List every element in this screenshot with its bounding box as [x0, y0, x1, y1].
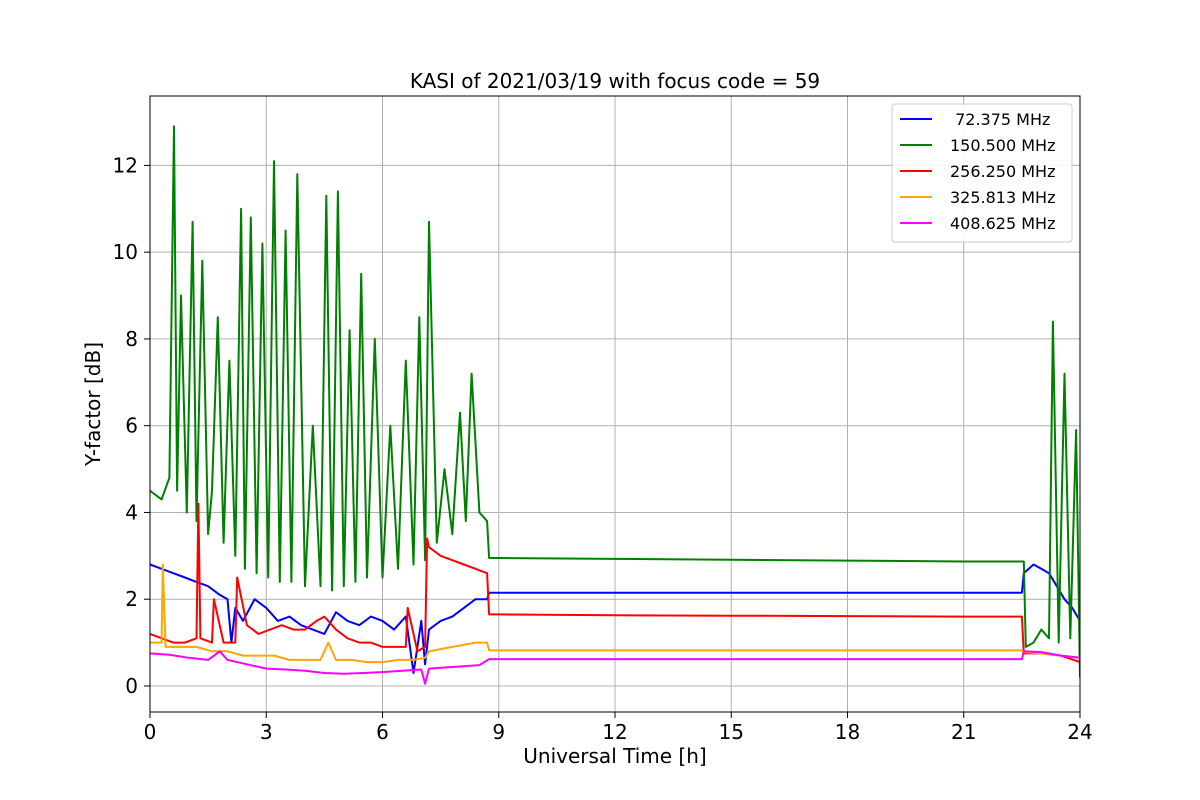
x-tick-label: 3	[260, 720, 273, 744]
series-line-1	[150, 125, 1080, 678]
x-tick-label: 18	[835, 720, 860, 744]
legend-box	[891, 103, 1073, 243]
legend-entry-label: 256.250 MHz	[950, 162, 1055, 181]
chart-title: KASI of 2021/03/19 with focus code = 59	[410, 69, 820, 93]
series-line-3	[150, 563, 1080, 664]
y-tick-label: 0	[125, 674, 138, 698]
y-tick-label: 4	[125, 500, 138, 524]
y-tick-label: 2	[125, 587, 138, 611]
x-tick-label: 24	[1067, 720, 1092, 744]
series-line-2	[150, 502, 1080, 664]
x-tick-label: 9	[492, 720, 505, 744]
y-axis-label: Y-factor [dB]	[81, 342, 105, 467]
series-line-4	[150, 650, 1080, 685]
x-tick-label: 21	[951, 720, 976, 744]
x-tick-label: 12	[602, 720, 627, 744]
x-tick-label: 15	[719, 720, 744, 744]
grid-lines	[149, 96, 1081, 712]
y-tick-label: 10	[113, 240, 138, 264]
x-axis-label: Universal Time [h]	[523, 744, 706, 768]
x-tick-label: 6	[376, 720, 389, 744]
legend-entry-label: 150.500 MHz	[950, 136, 1055, 155]
legend-entry-label: 72.375 MHz	[950, 110, 1050, 129]
y-tick-label: 12	[113, 153, 138, 177]
series-layer	[150, 125, 1080, 685]
legend: 72.375 MHz 150.500 MHz 256.250 MHz 325.813 …	[891, 103, 1073, 243]
x-tick-label: 0	[144, 720, 157, 744]
legend-entry-label: 408.625 MHz	[950, 214, 1055, 233]
y-tick-label: 8	[125, 327, 138, 351]
legend-entry-label: 325.813 MHz	[950, 188, 1055, 207]
y-tick-label: 6	[125, 414, 138, 438]
